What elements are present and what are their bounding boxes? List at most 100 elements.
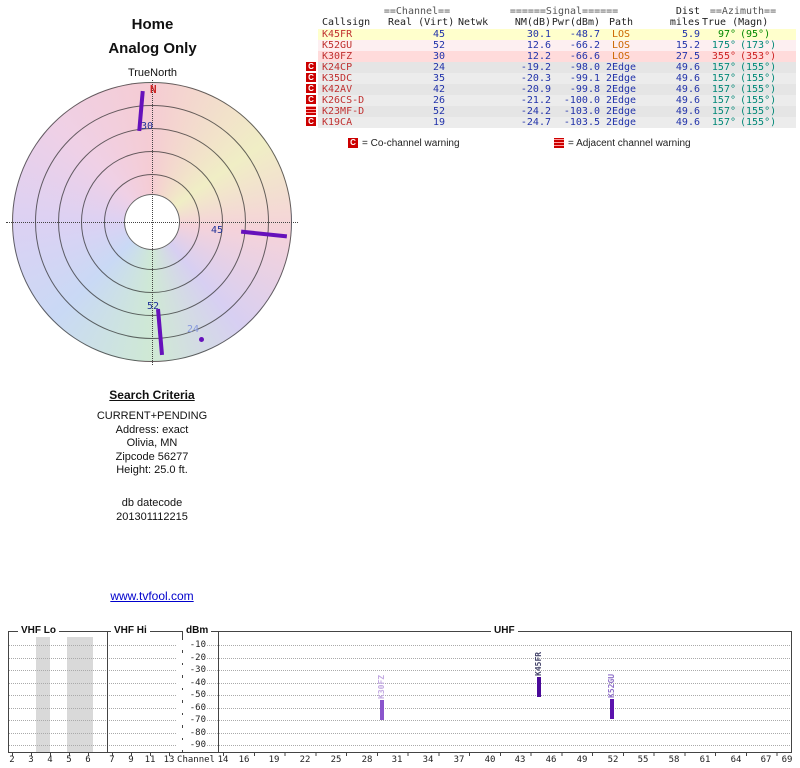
col-header-miles: miles	[669, 17, 700, 28]
co-channel-warning-icon: C	[306, 62, 316, 71]
channel-tick: 37	[453, 755, 465, 765]
adjacent-channel-legend-icon	[554, 138, 564, 148]
dbm-tick-label: -40	[176, 678, 206, 688]
channel-cell: 24	[432, 62, 445, 73]
nm-cell: 30.1	[526, 29, 551, 40]
channel-cell: 26	[432, 95, 445, 106]
pwr-cell: -48.7	[569, 29, 600, 40]
azimuth-magn-cell: (155°)	[740, 95, 777, 106]
channel-tick: 2	[9, 755, 15, 765]
channel-tick: 13	[163, 755, 175, 765]
co-channel-warning-icon: C	[306, 95, 316, 104]
channel-tick: 4	[47, 755, 53, 765]
dbm-tick-label: -30	[176, 665, 206, 675]
azimuth-true-cell: 355°	[711, 51, 736, 62]
channel-cell: 35	[432, 73, 445, 84]
channel-tick: 28	[361, 755, 373, 765]
gridline	[8, 745, 792, 746]
bar-label-k45fr: K45FR	[534, 651, 543, 676]
dbm-tick-label: -80	[176, 728, 206, 738]
row-background	[318, 29, 796, 40]
db-datecode-label: db datecode	[121, 497, 183, 509]
row-background	[318, 106, 796, 117]
path-cell: 2Edge	[605, 84, 637, 95]
signal-bar-k30fz	[380, 700, 384, 720]
path-cell: 2Edge	[605, 95, 637, 106]
table-row: C K42AV 42 -20.9 -99.8 2Edge 49.6 157° (…	[306, 84, 798, 95]
co-channel-warning-icon: C	[306, 73, 316, 82]
table-row: K52GU 52 12.6 -66.2 LOS 15.2 175° (173°)	[306, 40, 798, 51]
callsign-cell: K42AV	[322, 84, 353, 95]
nm-cell: -24.2	[520, 106, 551, 117]
chart-header-line	[8, 631, 792, 632]
row-background	[318, 40, 796, 51]
table-group-header-row: ==Channel== ======Signal====== Dist ==Az…	[306, 6, 798, 17]
path-cell: 2Edge	[605, 106, 637, 117]
channel-tick: 6	[85, 755, 91, 765]
signal-bar-k45fr	[537, 677, 541, 697]
group-header-channel: ==Channel==	[383, 6, 451, 17]
north-marker: N	[150, 83, 157, 96]
path-cell: 2Edge	[605, 73, 637, 84]
table-row: C K19CA 19 -24.7 -103.5 2Edge 49.6 157° …	[306, 117, 798, 128]
channel-tick: 22	[299, 755, 311, 765]
channel-tick: 43	[514, 755, 526, 765]
path-cell: LOS	[611, 40, 631, 51]
vhf-gray-band	[36, 637, 50, 752]
table-row: K45FR 45 30.1 -48.7 LOS 5.9 97° (95°)	[306, 29, 798, 40]
channel-cell: 30	[432, 51, 445, 62]
search-line: CURRENT+PENDING	[96, 410, 208, 422]
table-row: C K24CP 24 -19.2 -98.0 2Edge 49.6 157° (…	[306, 62, 798, 73]
section-label-vhf-hi: VHF Hi	[111, 625, 150, 636]
azimuth-true-cell: 175°	[711, 40, 736, 51]
page-title: Home	[131, 16, 174, 33]
row-background	[318, 62, 796, 73]
channel-tick: 55	[637, 755, 649, 765]
db-datecode-value: 201301112215	[116, 510, 188, 523]
search-criteria-title: Search Criteria	[109, 388, 195, 402]
nm-cell: 12.6	[526, 40, 551, 51]
co-channel-legend-icon: C	[348, 138, 358, 148]
page-subtitle: Analog Only	[108, 40, 197, 57]
section-border	[218, 631, 219, 752]
search-criteria: Search Criteria CURRENT+PENDING Address:…	[32, 388, 272, 478]
tvfool-link[interactable]: www.tvfool.com	[110, 589, 194, 603]
col-header-true-magn: True (Magn)	[702, 17, 769, 28]
row-background	[318, 84, 796, 95]
channel-tick: 67	[760, 755, 772, 765]
nm-cell: -20.3	[520, 73, 551, 84]
pwr-cell: -99.8	[569, 84, 600, 95]
miles-cell: 49.6	[675, 95, 700, 106]
channel-tick: 19	[268, 755, 280, 765]
tick-strip-uhf	[223, 752, 789, 756]
marker-label-ch24: 24	[187, 324, 200, 335]
tick-strip-vhf-lo	[12, 752, 90, 756]
azimuth-magn-cell: (155°)	[740, 106, 777, 117]
db-datecode: db datecode 201301112215	[32, 497, 272, 524]
dbm-tick-label: -50	[176, 690, 206, 700]
channel-cell: 42	[432, 84, 445, 95]
channel-tick: 52	[607, 755, 619, 765]
gridline	[8, 670, 792, 671]
pwr-cell: -66.6	[569, 51, 600, 62]
table-row: C K26CS-D 26 -21.2 -100.0 2Edge 49.6 157…	[306, 95, 798, 106]
channel-tick: 9	[128, 755, 134, 765]
pwr-cell: -103.0	[563, 106, 600, 117]
warning-icon	[306, 40, 316, 49]
axis-label-dbm: dBm	[183, 625, 212, 636]
nm-cell: -20.9	[520, 84, 551, 95]
pwr-cell: -66.2	[569, 40, 600, 51]
table-column-header-row: Callsign Real (Virt) Netwk NM(dB) Pwr(dB…	[306, 17, 798, 28]
azimuth-magn-cell: (173°)	[740, 40, 777, 51]
true-north-label: TrueNorth	[127, 67, 178, 79]
pwr-cell: -103.5	[563, 117, 600, 128]
path-cell: 2Edge	[605, 62, 637, 73]
warning-icon	[306, 29, 316, 38]
channel-tick: 25	[330, 755, 342, 765]
azimuth-true-cell: 97°	[717, 29, 736, 40]
channel-tick: 58	[668, 755, 680, 765]
marker-label-ch30: 30	[141, 121, 154, 132]
channel-cell: 45	[432, 29, 445, 40]
azimuth-magn-cell: (353°)	[740, 51, 777, 62]
